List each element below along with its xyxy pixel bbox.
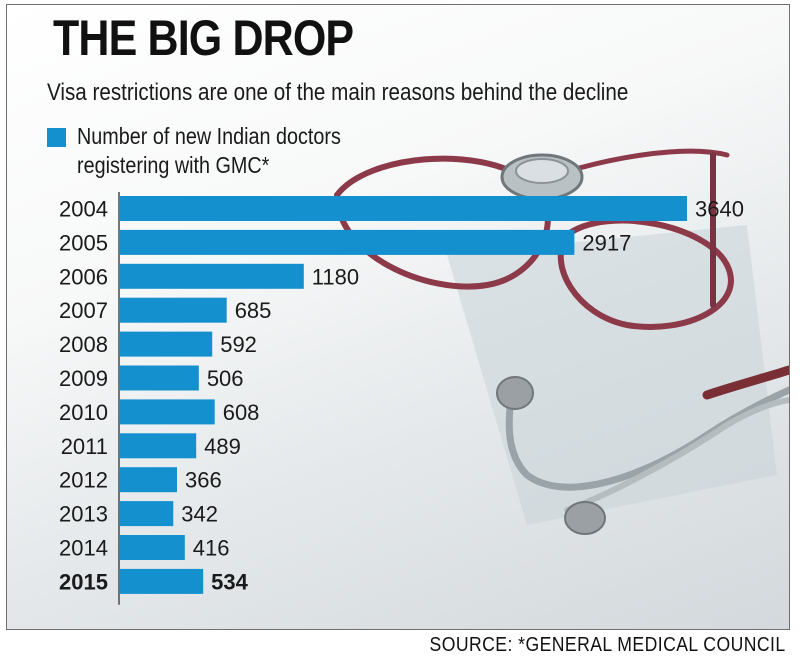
category-label-2007: 2007 bbox=[59, 298, 108, 323]
bar-2014 bbox=[120, 535, 185, 560]
chart-frame: THE BIG DROP Visa restrictions are one o… bbox=[6, 4, 790, 630]
bar-2012 bbox=[120, 467, 178, 493]
bar-2008 bbox=[120, 331, 213, 357]
value-label-2004: 3640 bbox=[695, 197, 744, 222]
category-label-2004: 2004 bbox=[59, 197, 108, 222]
category-label-2012: 2012 bbox=[59, 468, 108, 493]
category-label-2014: 2014 bbox=[59, 536, 108, 561]
chart-title: THE BIG DROP bbox=[53, 10, 354, 66]
value-label-2011: 489 bbox=[204, 434, 241, 459]
value-label-2012: 366 bbox=[185, 468, 222, 493]
category-label-2010: 2010 bbox=[59, 400, 108, 425]
source-note: SOURCE: *GENERAL MEDICAL COUNCIL bbox=[429, 634, 786, 656]
category-label-2011: 2011 bbox=[61, 434, 108, 459]
value-label-2014: 416 bbox=[193, 536, 230, 561]
value-label-2010: 608 bbox=[223, 400, 260, 425]
chart-subtitle: Visa restrictions are one of the main re… bbox=[47, 79, 629, 106]
value-label-2015: 534 bbox=[211, 569, 248, 594]
category-label-2013: 2013 bbox=[59, 502, 108, 527]
bar-2004 bbox=[120, 196, 687, 221]
category-label-2008: 2008 bbox=[59, 332, 108, 357]
value-label-2009: 506 bbox=[207, 366, 244, 391]
category-label-2015: 2015 bbox=[59, 569, 108, 594]
value-label-2007: 685 bbox=[235, 298, 272, 323]
bar-2013 bbox=[120, 501, 174, 527]
value-label-2013: 342 bbox=[181, 502, 218, 527]
bar-2015 bbox=[120, 568, 204, 594]
bar-2005 bbox=[120, 229, 575, 255]
stethoscope-glasses-photo bbox=[333, 148, 789, 535]
value-label-2005: 2917 bbox=[582, 230, 631, 255]
value-label-2008: 592 bbox=[220, 332, 257, 357]
category-label-2006: 2006 bbox=[59, 264, 108, 289]
category-label-2005: 2005 bbox=[59, 230, 108, 255]
category-label-2009: 2009 bbox=[59, 366, 108, 391]
bar-2010 bbox=[120, 399, 215, 425]
legend-swatch bbox=[47, 128, 66, 147]
bar-2011 bbox=[120, 433, 197, 459]
bar-2007 bbox=[120, 297, 227, 323]
value-label-2006: 1180 bbox=[312, 264, 359, 289]
legend-label: Number of new Indian doctors registering… bbox=[77, 123, 341, 178]
bar-2006 bbox=[120, 263, 304, 289]
bar-2009 bbox=[120, 365, 199, 391]
bar-chart: 2004 3640 2005 2917 2006 1180 2007 685 2008 592 20… bbox=[59, 192, 744, 605]
